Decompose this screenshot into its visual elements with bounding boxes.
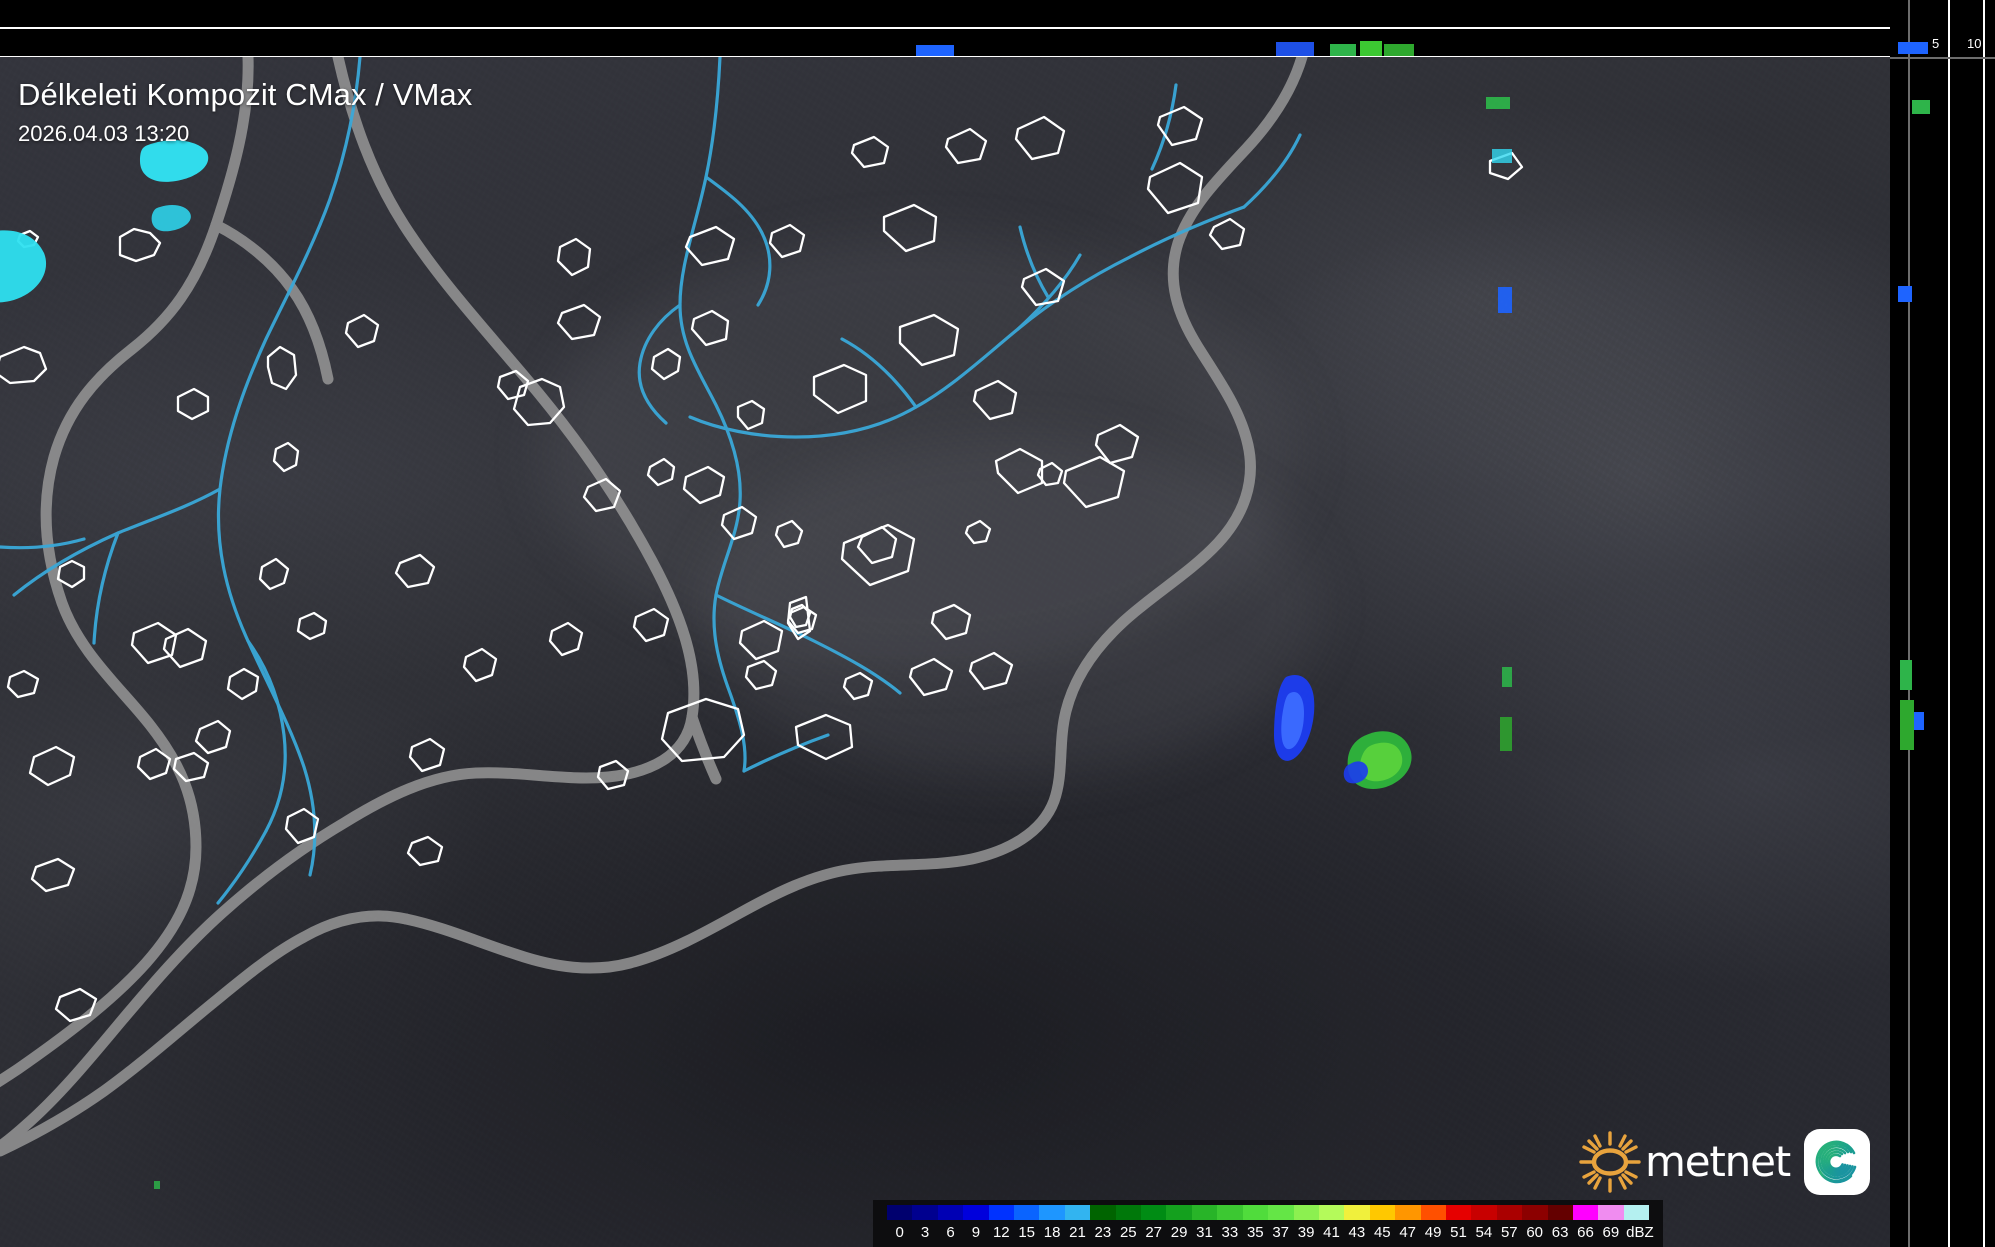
legend-swatch-12 <box>1191 1205 1218 1220</box>
right-panel-echo-3 <box>1900 660 1912 690</box>
legend-tick-60: 60 <box>1526 1224 1544 1241</box>
legend-swatch-8 <box>1090 1205 1116 1220</box>
legend-tick-69: 69 <box>1602 1224 1620 1241</box>
right-panel-echo-5 <box>1914 712 1924 730</box>
legend-tick-18: 18 <box>1043 1224 1061 1241</box>
legend-swatch-18 <box>1344 1205 1370 1220</box>
right-panel-echo-2 <box>1898 286 1912 302</box>
legend-swatch-21 <box>1420 1205 1446 1220</box>
legend-swatch-2 <box>937 1205 964 1220</box>
legend-swatch-6 <box>1039 1205 1065 1220</box>
right-cross-section-panel[interactable]: 5 10 <box>1890 0 1995 1247</box>
dbz-color-scale-legend[interactable]: 0 3 6 9 12 15 18 21 23 25 27 29 31 33 35 37 39 41 43 45 47 49… <box>873 1200 1663 1247</box>
legend-swatch-1 <box>912 1205 938 1220</box>
legend-tick-6: 6 <box>946 1224 955 1241</box>
legend-swatch-17 <box>1318 1205 1345 1220</box>
right-panel-axis <box>1908 0 1910 1247</box>
legend-swatch-7 <box>1064 1205 1091 1220</box>
top-strip-echo-1 <box>1276 42 1314 56</box>
legend-swatch-9 <box>1115 1205 1142 1220</box>
legend-tick-39: 39 <box>1297 1224 1315 1241</box>
legend-swatch-29 <box>1623 1205 1650 1220</box>
legend-swatch-10 <box>1141 1205 1167 1220</box>
right-panel-gridline-10km <box>1983 0 1985 1247</box>
lowland-plain-central <box>700 437 1320 777</box>
legend-swatch-5 <box>1014 1205 1040 1220</box>
metnet-wordmark: metnet <box>1645 1137 1791 1186</box>
legend-swatch-13 <box>1217 1205 1243 1220</box>
legend-tick-66: 66 <box>1577 1224 1594 1241</box>
legend-tick-0: 0 <box>895 1224 904 1241</box>
legend-tick-9: 9 <box>971 1224 981 1241</box>
legend-swatch-0 <box>887 1205 913 1220</box>
page-title: Délkeleti Kompozit CMax / VMax <box>18 77 473 112</box>
legend-tick-29: 29 <box>1170 1224 1188 1241</box>
metnet-logo[interactable]: metnet <box>1579 1131 1791 1193</box>
legend-tick-41: 41 <box>1323 1224 1340 1241</box>
legend-tick-31: 31 <box>1196 1224 1213 1241</box>
legend-tick-37: 37 <box>1272 1224 1290 1241</box>
app-icon-button[interactable] <box>1804 1129 1870 1195</box>
radar-map-panel[interactable]: Délkeleti Kompozit CMax / VMax 2026.04.0… <box>0 57 1890 1247</box>
legend-swatch-27 <box>1572 1205 1599 1220</box>
legend-tick-12: 12 <box>992 1224 1010 1241</box>
legend-tick-15: 15 <box>1018 1224 1036 1241</box>
legend-tick-27: 27 <box>1145 1224 1163 1241</box>
legend-tick-35: 35 <box>1246 1224 1264 1241</box>
legend-tick-43: 43 <box>1348 1224 1366 1241</box>
top-strip-echo-3 <box>1360 41 1382 56</box>
legend-swatch-16 <box>1293 1205 1319 1220</box>
legend-tick-23: 23 <box>1094 1224 1112 1241</box>
right-panel-tick-10km: 10 <box>1967 36 1982 51</box>
legend-swatch-25 <box>1522 1205 1548 1220</box>
right-panel-baseline <box>1890 57 1995 59</box>
legend-tick-54: 54 <box>1475 1224 1493 1241</box>
legend-tick-57: 57 <box>1500 1224 1518 1241</box>
sun-icon <box>1579 1131 1641 1193</box>
legend-tick-21: 21 <box>1069 1224 1086 1241</box>
legend-tick-45: 45 <box>1373 1224 1391 1241</box>
top-cross-section-panel[interactable]: 5 10 <box>0 0 1995 57</box>
top-strip-gridline-10km <box>0 27 1995 29</box>
top-strip-echo-0 <box>916 45 954 56</box>
right-panel-echo-4 <box>1900 700 1914 750</box>
legend-tick-25: 25 <box>1119 1224 1137 1241</box>
legend-swatch-19 <box>1369 1205 1396 1220</box>
legend-color-bar <box>887 1205 1650 1220</box>
right-panel-tick-5km: 5 <box>1932 36 1940 51</box>
legend-swatch-26 <box>1547 1205 1573 1220</box>
title-block: Délkeleti Kompozit CMax / VMax 2026.04.0… <box>18 77 473 147</box>
legend-tick-49: 49 <box>1424 1224 1442 1241</box>
legend-swatch-23 <box>1471 1205 1497 1220</box>
legend-swatch-14 <box>1242 1205 1269 1220</box>
legend-tick-33: 33 <box>1221 1224 1239 1241</box>
legend-swatch-28 <box>1598 1205 1624 1220</box>
legend-swatch-3 <box>963 1205 989 1220</box>
logo-bar: metnet <box>1579 1129 1870 1195</box>
legend-swatch-22 <box>1445 1205 1472 1220</box>
legend-tick-labels: 0 3 6 9 12 15 18 21 23 25 27 29 31 33 35 37 39 41 43 45 47 49… <box>873 1221 1663 1245</box>
right-panel-echo-1 <box>1912 100 1930 114</box>
top-strip-echo-2 <box>1330 44 1356 56</box>
legend-unit-label: dBZ <box>1626 1224 1654 1241</box>
legend-swatch-4 <box>988 1205 1015 1220</box>
legend-swatch-15 <box>1268 1205 1294 1220</box>
right-panel-echo-0 <box>1898 42 1928 54</box>
spiral-logo-icon <box>1815 1140 1857 1184</box>
legend-tick-51: 51 <box>1450 1224 1467 1241</box>
legend-swatch-11 <box>1166 1205 1192 1220</box>
legend-swatch-24 <box>1496 1205 1523 1220</box>
legend-tick-47: 47 <box>1399 1224 1417 1241</box>
legend-swatch-20 <box>1395 1205 1421 1220</box>
legend-tick-63: 63 <box>1551 1224 1569 1241</box>
timestamp-label: 2026.04.03 13:20 <box>18 120 190 146</box>
top-strip-gridline-5km <box>0 56 1995 57</box>
top-strip-echo-4 <box>1384 44 1414 56</box>
right-panel-gridline-5km <box>1948 0 1950 1247</box>
legend-tick-3: 3 <box>920 1224 930 1241</box>
